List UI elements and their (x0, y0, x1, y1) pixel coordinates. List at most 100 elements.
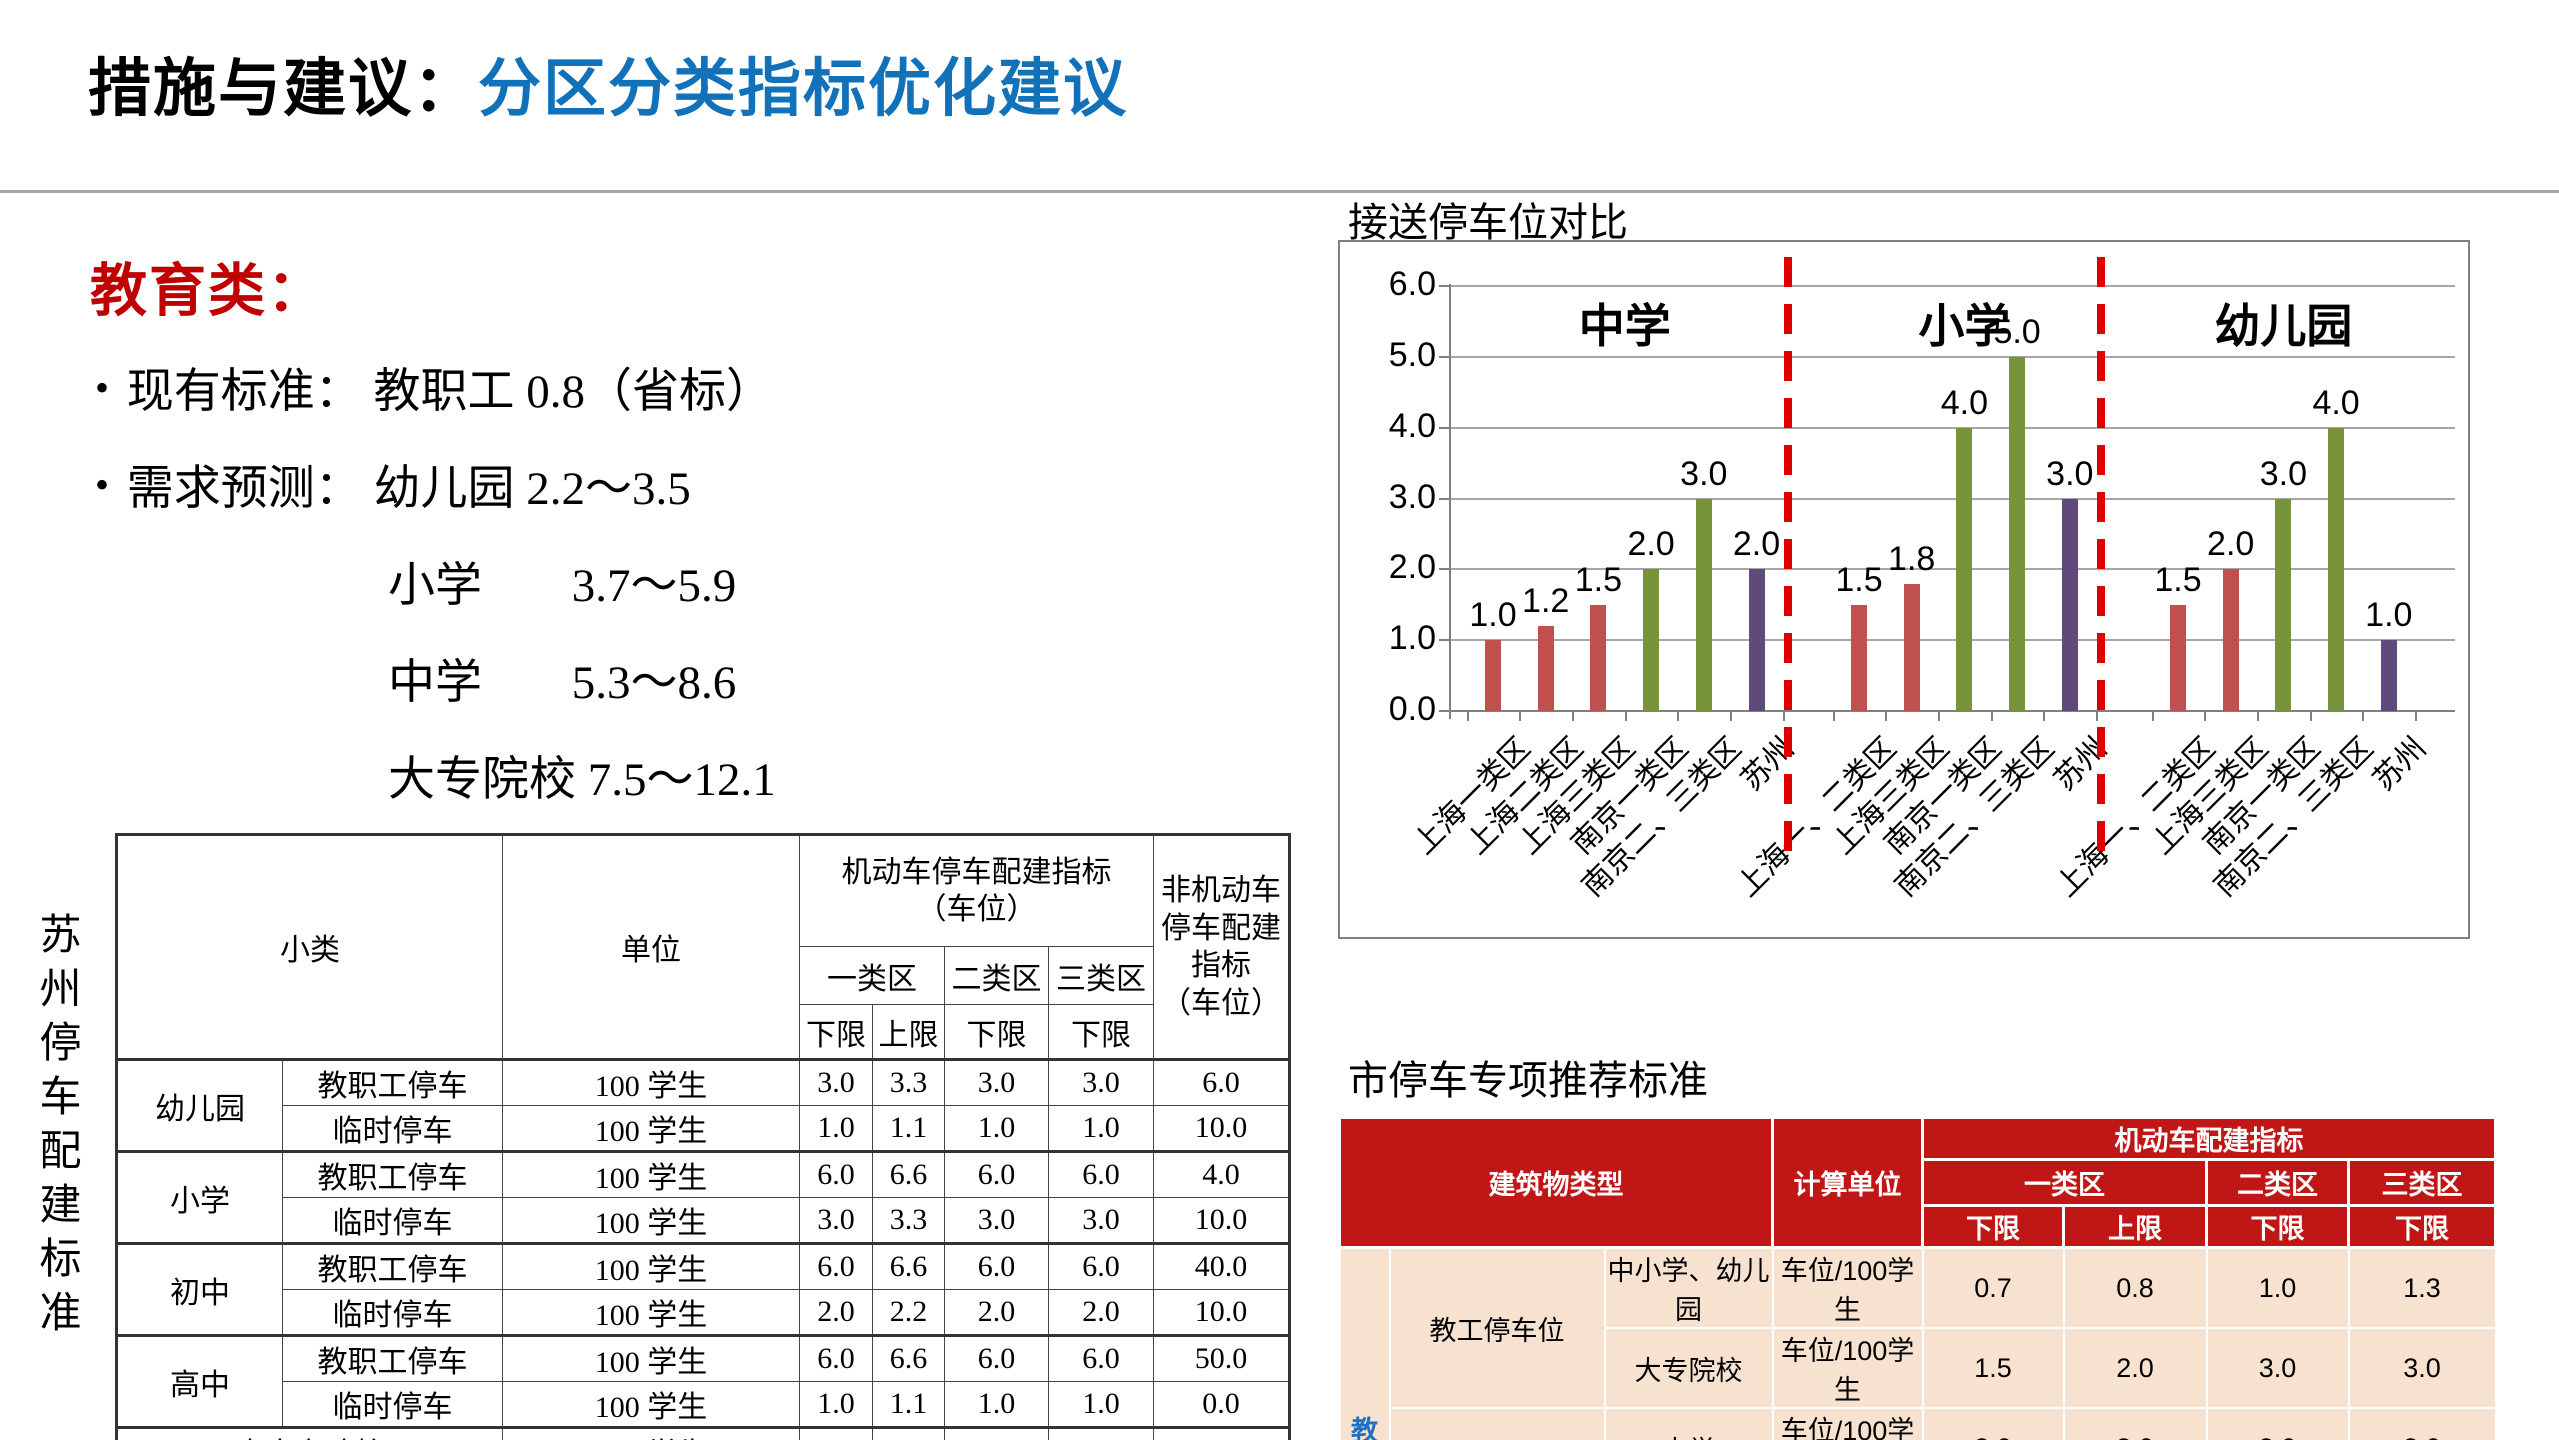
data-cell: 高中 (116, 1334, 283, 1428)
data-cell: 8.0 (2205, 1407, 2350, 1440)
bar (1485, 640, 1501, 711)
header-line: 机动车停车配建指标 (841, 855, 1112, 889)
x-axis-tick (1730, 712, 1733, 721)
x-axis-tick (1938, 712, 1941, 721)
bar-value-label: 3.0 (2046, 454, 2094, 493)
data-cell: 100 学生 (502, 1105, 800, 1152)
data-cell: 1.0 (799, 1381, 873, 1428)
bar (1851, 604, 1867, 711)
data-cell: 40.0 (1153, 1242, 1290, 1290)
bar-value-label: 1.5 (2154, 560, 2202, 599)
bar-value-label: 2.0 (2207, 525, 2255, 564)
y-axis-label: 5.0 (1388, 335, 1436, 374)
gridline (1450, 355, 2455, 358)
bullet-item: • 需求预测： 幼儿园 2.2～3.5 (95, 449, 691, 518)
x-axis-tick (1782, 712, 1785, 721)
data-cell: 1.0 (944, 1381, 1049, 1428)
data-cell: 2.0 (944, 1289, 1049, 1336)
bar (1903, 583, 1920, 711)
bullet-label: 需求预测： (126, 463, 362, 515)
y-axis-label: 3.0 (1388, 477, 1436, 516)
data-cell: 临时停车 (282, 1381, 503, 1428)
y-axis-label: 2.0 (1388, 548, 1436, 587)
recommend-standards-table: 建筑物类型 计算单位 机动车配建指标 一类区 二类区 三类区 下限 上限 下限 … (1338, 1116, 2497, 1440)
header-cell: 二类区 (944, 946, 1049, 1005)
data-cell: 8.0 (2347, 1407, 2497, 1440)
header-cell: 单位 (502, 834, 800, 1060)
data-cell: 100 学生 (502, 1426, 800, 1440)
data-cell: 6.6 (872, 1426, 945, 1440)
table-row: 学生接送临时停车位 中学 车位/100学生 3.0 8.0 8.0 8.0 (1340, 1407, 2497, 1440)
header-cell: 三类区 (1048, 946, 1154, 1005)
data-cell: 1.0 (1048, 1381, 1154, 1428)
data-cell: 10.0 (1153, 1197, 1290, 1244)
header-cell: 下限 (799, 1004, 873, 1060)
data-cell: 100 学生 (502, 1242, 800, 1290)
header-cell: 下限 (944, 1004, 1049, 1060)
x-axis-tick (2151, 712, 2154, 721)
data-cell: 3.0 (1048, 1058, 1154, 1106)
data-cell: 2.0 (799, 1289, 873, 1336)
forecast-name: 小学 (388, 560, 482, 612)
bullet-value: 教职工 0.8（省标） (373, 366, 774, 418)
data-cell: 6.6 (872, 1242, 945, 1290)
table-row: 大专院校 车位/100学生 1.5 2.0 3.0 3.0 (1340, 1327, 2497, 1409)
page-title: 措施与建议：分区分类指标优化建议 (88, 38, 1128, 129)
forecast-range: 7.5～12.1 (587, 754, 776, 806)
x-axis-tick (1990, 712, 1993, 721)
pickup-parking-chart: 0.0 1.0 2.0 3.0 4.0 5.0 6.0 1.0 上海一类区 1.2 上海二类区 1.5… (1338, 240, 2470, 939)
data-cell: 2.0 (1048, 1289, 1154, 1336)
data-cell: 车位/100学生 (1771, 1246, 1924, 1329)
data-cell: 0.8 (2062, 1246, 2208, 1329)
data-cell: 6.0 (799, 1426, 873, 1440)
data-cell: 6.0 (1048, 1426, 1154, 1440)
data-cell: 教职工停车 (282, 1242, 503, 1290)
bar (1748, 569, 1765, 711)
y-axis-tick (1439, 426, 1450, 429)
data-cell: 6.0 (1153, 1058, 1290, 1106)
data-cell: 初中 (116, 1242, 283, 1336)
bar-value-label: 4.0 (1940, 383, 1989, 422)
group-label: 中学 (1578, 300, 1671, 352)
bullet-value: 幼儿园 2.2～3.5 (373, 463, 691, 515)
page-title-black: 措施与建议： (88, 54, 478, 124)
data-cell: 3.0 (2205, 1327, 2350, 1409)
data-cell: 10.0 (1153, 1289, 1290, 1336)
forecast-name: 大专院校 (388, 754, 576, 806)
data-cell: 1.5 (1921, 1327, 2065, 1409)
y-axis-label: 4.0 (1388, 406, 1436, 445)
data-cell: 3.3 (872, 1197, 945, 1244)
data-cell: 小学 (116, 1150, 283, 1244)
group-divider-dashed-line (1784, 257, 1792, 857)
y-axis-label: 1.0 (1388, 619, 1436, 658)
data-cell: 6.6 (872, 1334, 945, 1382)
data-cell: 学生接送临时停车位 (1388, 1407, 1606, 1440)
bar (2170, 604, 2186, 711)
data-cell: 1.0 (944, 1105, 1049, 1152)
data-cell: 6.0 (799, 1150, 873, 1198)
table-header-row: 小类 单位 机动车停车配建指标 （车位） 非机动车 停车配建 指标 （车位） (116, 834, 1290, 1060)
data-cell: 6.0 (944, 1426, 1049, 1440)
table-row: 大中专院校 100 学生 6.0 6.6 6.0 6.0 50.0 (116, 1426, 1290, 1440)
x-axis-tick (2043, 712, 2046, 721)
bar-value-label: 2.0 (1627, 525, 1675, 564)
title-divider-line (0, 190, 2559, 193)
x-axis-tick (1832, 712, 1835, 721)
bar-value-label: 1.8 (1888, 539, 1936, 578)
table-row: 临时停车 100 学生 1.0 1.1 1.0 1.0 0.0 (117, 1381, 1290, 1428)
data-cell: 6.0 (1048, 1242, 1154, 1290)
x-axis-tick (2309, 712, 2312, 721)
data-cell: 6.0 (799, 1242, 873, 1290)
table-row: 高中 教职工停车 100 学生 6.0 6.6 6.0 6.0 50.0 (116, 1334, 1290, 1428)
data-cell: 2.0 (2062, 1327, 2208, 1409)
data-cell: 10.0 (1153, 1105, 1290, 1152)
forecast-name: 中学 (388, 657, 482, 709)
data-cell: 2.2 (872, 1289, 945, 1336)
table-header-row: 建筑物类型 计算单位 机动车配建指标 (1338, 1116, 2497, 1249)
data-cell: 0.0 (1153, 1381, 1290, 1428)
data-cell: 1.0 (2205, 1246, 2350, 1329)
data-cell: 3.0 (1048, 1197, 1154, 1244)
data-cell: 3.0 (799, 1197, 873, 1244)
category-cell: 教育 (1338, 1246, 1391, 1440)
forecast-line: 中学 5.3～8.6 (388, 643, 736, 712)
